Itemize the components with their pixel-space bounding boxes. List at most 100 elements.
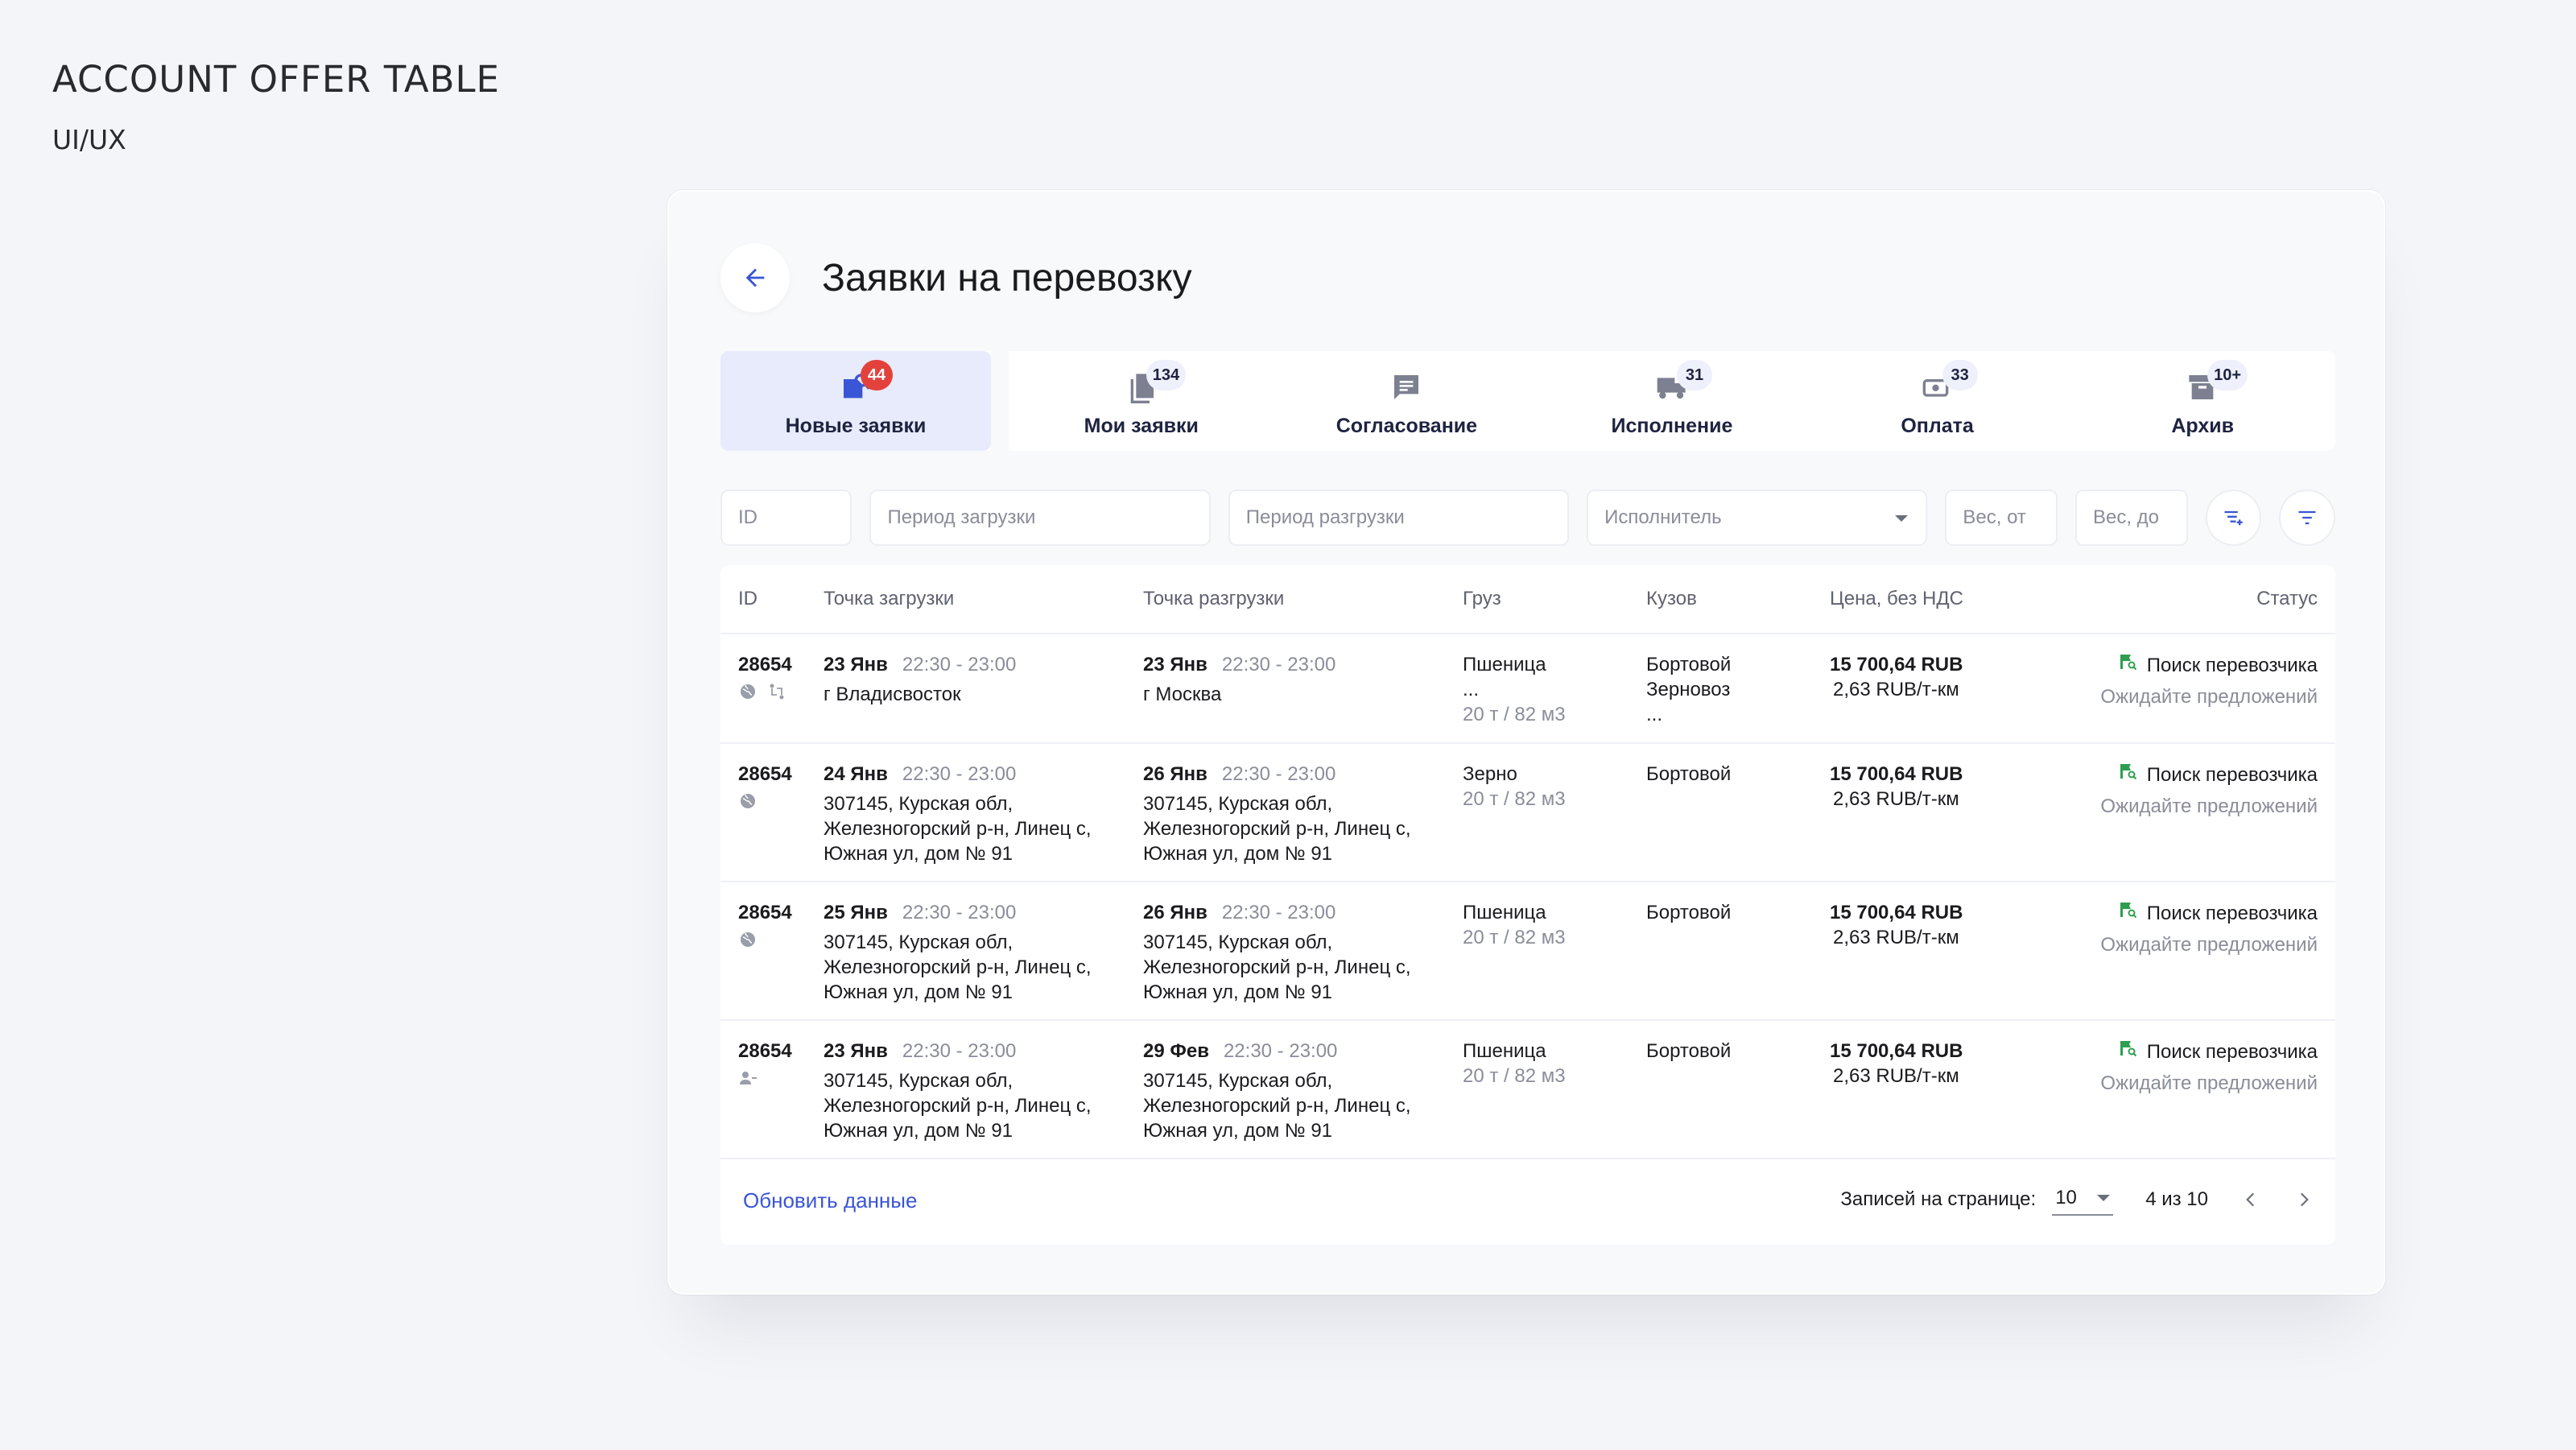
- address-line: г Владисвосток: [824, 684, 961, 705]
- status-label: Поиск перевозчика: [2146, 902, 2318, 924]
- cargo-weight: 20 т / 82 м3: [1463, 788, 1566, 810]
- column-header[interactable]: Кузов: [1646, 588, 1697, 609]
- tab-label: Согласование: [1335, 415, 1478, 437]
- cargo-weight: 20 т / 82 м3: [1463, 1065, 1566, 1087]
- load-period-input[interactable]: Период загрузки: [869, 490, 1211, 546]
- price-per-km: 2,63 RUB/т-км: [1833, 1065, 1959, 1087]
- unload-date: 26 Янв: [1143, 902, 1208, 923]
- column-header[interactable]: ID: [738, 588, 758, 609]
- request-id[interactable]: 28654: [738, 654, 792, 675]
- tab-badge: 31: [1676, 360, 1712, 390]
- address-line: Южная ул, дом № 91: [1143, 1120, 1333, 1142]
- address-line: г Москва: [1143, 684, 1222, 705]
- address-line: 307145, Курская обл,: [824, 1070, 1013, 1092]
- tab-badge: 44: [861, 360, 893, 390]
- tab-badge: 134: [1146, 360, 1187, 390]
- globe-icon: [738, 930, 758, 956]
- add-filter-button[interactable]: [2205, 490, 2262, 546]
- hero-subtitle: UI/UX: [52, 124, 126, 155]
- status-hint: Ожидайте предложений: [2100, 795, 2318, 817]
- cargo-name: Пшеница: [1463, 1040, 1546, 1062]
- load-time: 22:30 - 23:00: [902, 1040, 1017, 1062]
- price-per-km: 2,63 RUB/т-км: [1833, 788, 1959, 810]
- hero-title: ACCOUNT OFFER TABLE: [52, 58, 500, 101]
- tab-execution[interactable]: 31 Исполнение: [1539, 351, 1805, 451]
- address-line: Южная ул, дом № 91: [1143, 843, 1333, 865]
- column-header[interactable]: Цена, без НДС: [1830, 588, 1963, 609]
- price: 15 700,64 RUB: [1830, 654, 1963, 675]
- filter-add-icon: [2224, 510, 2244, 526]
- body-type: Бортовой: [1646, 654, 1732, 675]
- unload-time: 22:30 - 23:00: [1221, 654, 1336, 675]
- table-row[interactable]: 28654 24 Янв 22:30 - 23:00 307145, Курска…: [720, 744, 2335, 882]
- price-per-km: 2,63 RUB/т-км: [1833, 679, 1959, 700]
- address-line: Южная ул, дом № 91: [824, 843, 1013, 865]
- pagination: Записей на странице: 10 4 из 10: [1840, 1184, 2314, 1216]
- tab-badge: 10+: [2207, 360, 2248, 390]
- unload-time: 22:30 - 23:00: [1221, 763, 1336, 785]
- payment-icon: 33: [1922, 360, 1978, 403]
- cargo-weight: 20 т / 82 м3: [1463, 927, 1566, 948]
- placeholder: Период загрузки: [887, 506, 1036, 528]
- chevron-left-icon: [2246, 1192, 2255, 1207]
- address-line: 307145, Курская обл,: [1143, 1070, 1333, 1092]
- address-line: Железногорский р-н, Линец с,: [824, 818, 1092, 840]
- price: 15 700,64 RUB: [1830, 902, 1963, 923]
- route-icon: [767, 682, 786, 708]
- executor-select[interactable]: Исполнитель: [1587, 490, 1928, 546]
- tab-label: Оплата: [1901, 415, 1974, 437]
- tab-my-requests[interactable]: 134 Мои заявки: [1009, 351, 1274, 451]
- status-hint: Ожидайте предложений: [2100, 934, 2318, 956]
- tab-label: Новые заявки: [785, 415, 927, 437]
- unload-date: 23 Янв: [1143, 654, 1208, 675]
- column-header[interactable]: Точка разгрузки: [1143, 588, 1285, 609]
- address-line: Южная ул, дом № 91: [1143, 981, 1333, 1003]
- row-icons: [738, 930, 792, 956]
- body-type: Бортовой: [1646, 763, 1732, 785]
- row-icons: [738, 791, 792, 817]
- tab-archive[interactable]: 10+ Архив: [2070, 351, 2335, 451]
- filter-icon: [2298, 510, 2316, 525]
- placeholder: Исполнитель: [1604, 506, 1722, 528]
- price-per-km: 2,63 RUB/т-км: [1833, 927, 1959, 948]
- table-row[interactable]: 28654 23 Янв 22:30 - 23:00 307145, Курска…: [720, 1021, 2335, 1159]
- prev-page-button[interactable]: [2240, 1189, 2261, 1210]
- tabs-bar: 44 Новые заявки 134 Мои заявки Согласова…: [720, 351, 2335, 451]
- per-page-label: Записей на странице:: [1840, 1188, 2037, 1210]
- id-filter-input[interactable]: ID: [720, 490, 852, 546]
- column-header[interactable]: Груз: [1463, 588, 1501, 609]
- cargo-name: Пшеница: [1463, 654, 1546, 675]
- page-range: 4 из 10: [2145, 1188, 2208, 1210]
- truck-icon: 31: [1656, 360, 1712, 403]
- tab-label: Исполнение: [1611, 415, 1733, 437]
- table-header: ID Точка загрузки Точка разгрузки Груз К…: [720, 565, 2335, 634]
- back-button[interactable]: [720, 243, 790, 312]
- per-page-select[interactable]: 10: [2052, 1184, 2114, 1216]
- refresh-link[interactable]: Обновить данные: [743, 1188, 918, 1212]
- next-page-button[interactable]: [2293, 1189, 2314, 1210]
- load-date: 24 Янв: [824, 763, 888, 785]
- table-row[interactable]: 28654 25 Янв 22:30 - 23:00 307145, Курска…: [720, 882, 2335, 1021]
- filter-button[interactable]: [2279, 490, 2335, 546]
- chat-icon: [1390, 371, 1422, 403]
- address-line: Железногорский р-н, Линец с,: [1143, 818, 1411, 840]
- column-header[interactable]: Статус: [2256, 588, 2318, 609]
- column-header[interactable]: Точка загрузки: [824, 588, 955, 609]
- tab-payment[interactable]: 33 Оплата: [1805, 351, 2070, 451]
- weight-from-input[interactable]: Вес, от: [1945, 490, 2058, 546]
- weight-to-input[interactable]: Вес, до: [2074, 490, 2188, 546]
- tab-label: Мои заявки: [1084, 415, 1199, 437]
- status-search-icon: [2118, 1039, 2137, 1064]
- cargo-weight: 20 т / 82 м3: [1463, 704, 1566, 725]
- placeholder: Период разгрузки: [1245, 506, 1405, 528]
- tab-approval[interactable]: Согласование: [1274, 351, 1540, 451]
- unload-period-input[interactable]: Период разгрузки: [1228, 490, 1570, 546]
- unload-date: 29 Фев: [1143, 1040, 1209, 1062]
- request-id[interactable]: 28654: [738, 763, 792, 785]
- request-id[interactable]: 28654: [738, 902, 792, 923]
- table-row[interactable]: 28654 23 Янв 22:30 - 23:00 г Владисвосток…: [720, 634, 2335, 744]
- request-id[interactable]: 28654: [738, 1040, 792, 1062]
- globe-icon: [738, 682, 758, 708]
- tab-new-requests[interactable]: 44 Новые заявки: [720, 351, 991, 451]
- status-search-icon: [2118, 652, 2137, 678]
